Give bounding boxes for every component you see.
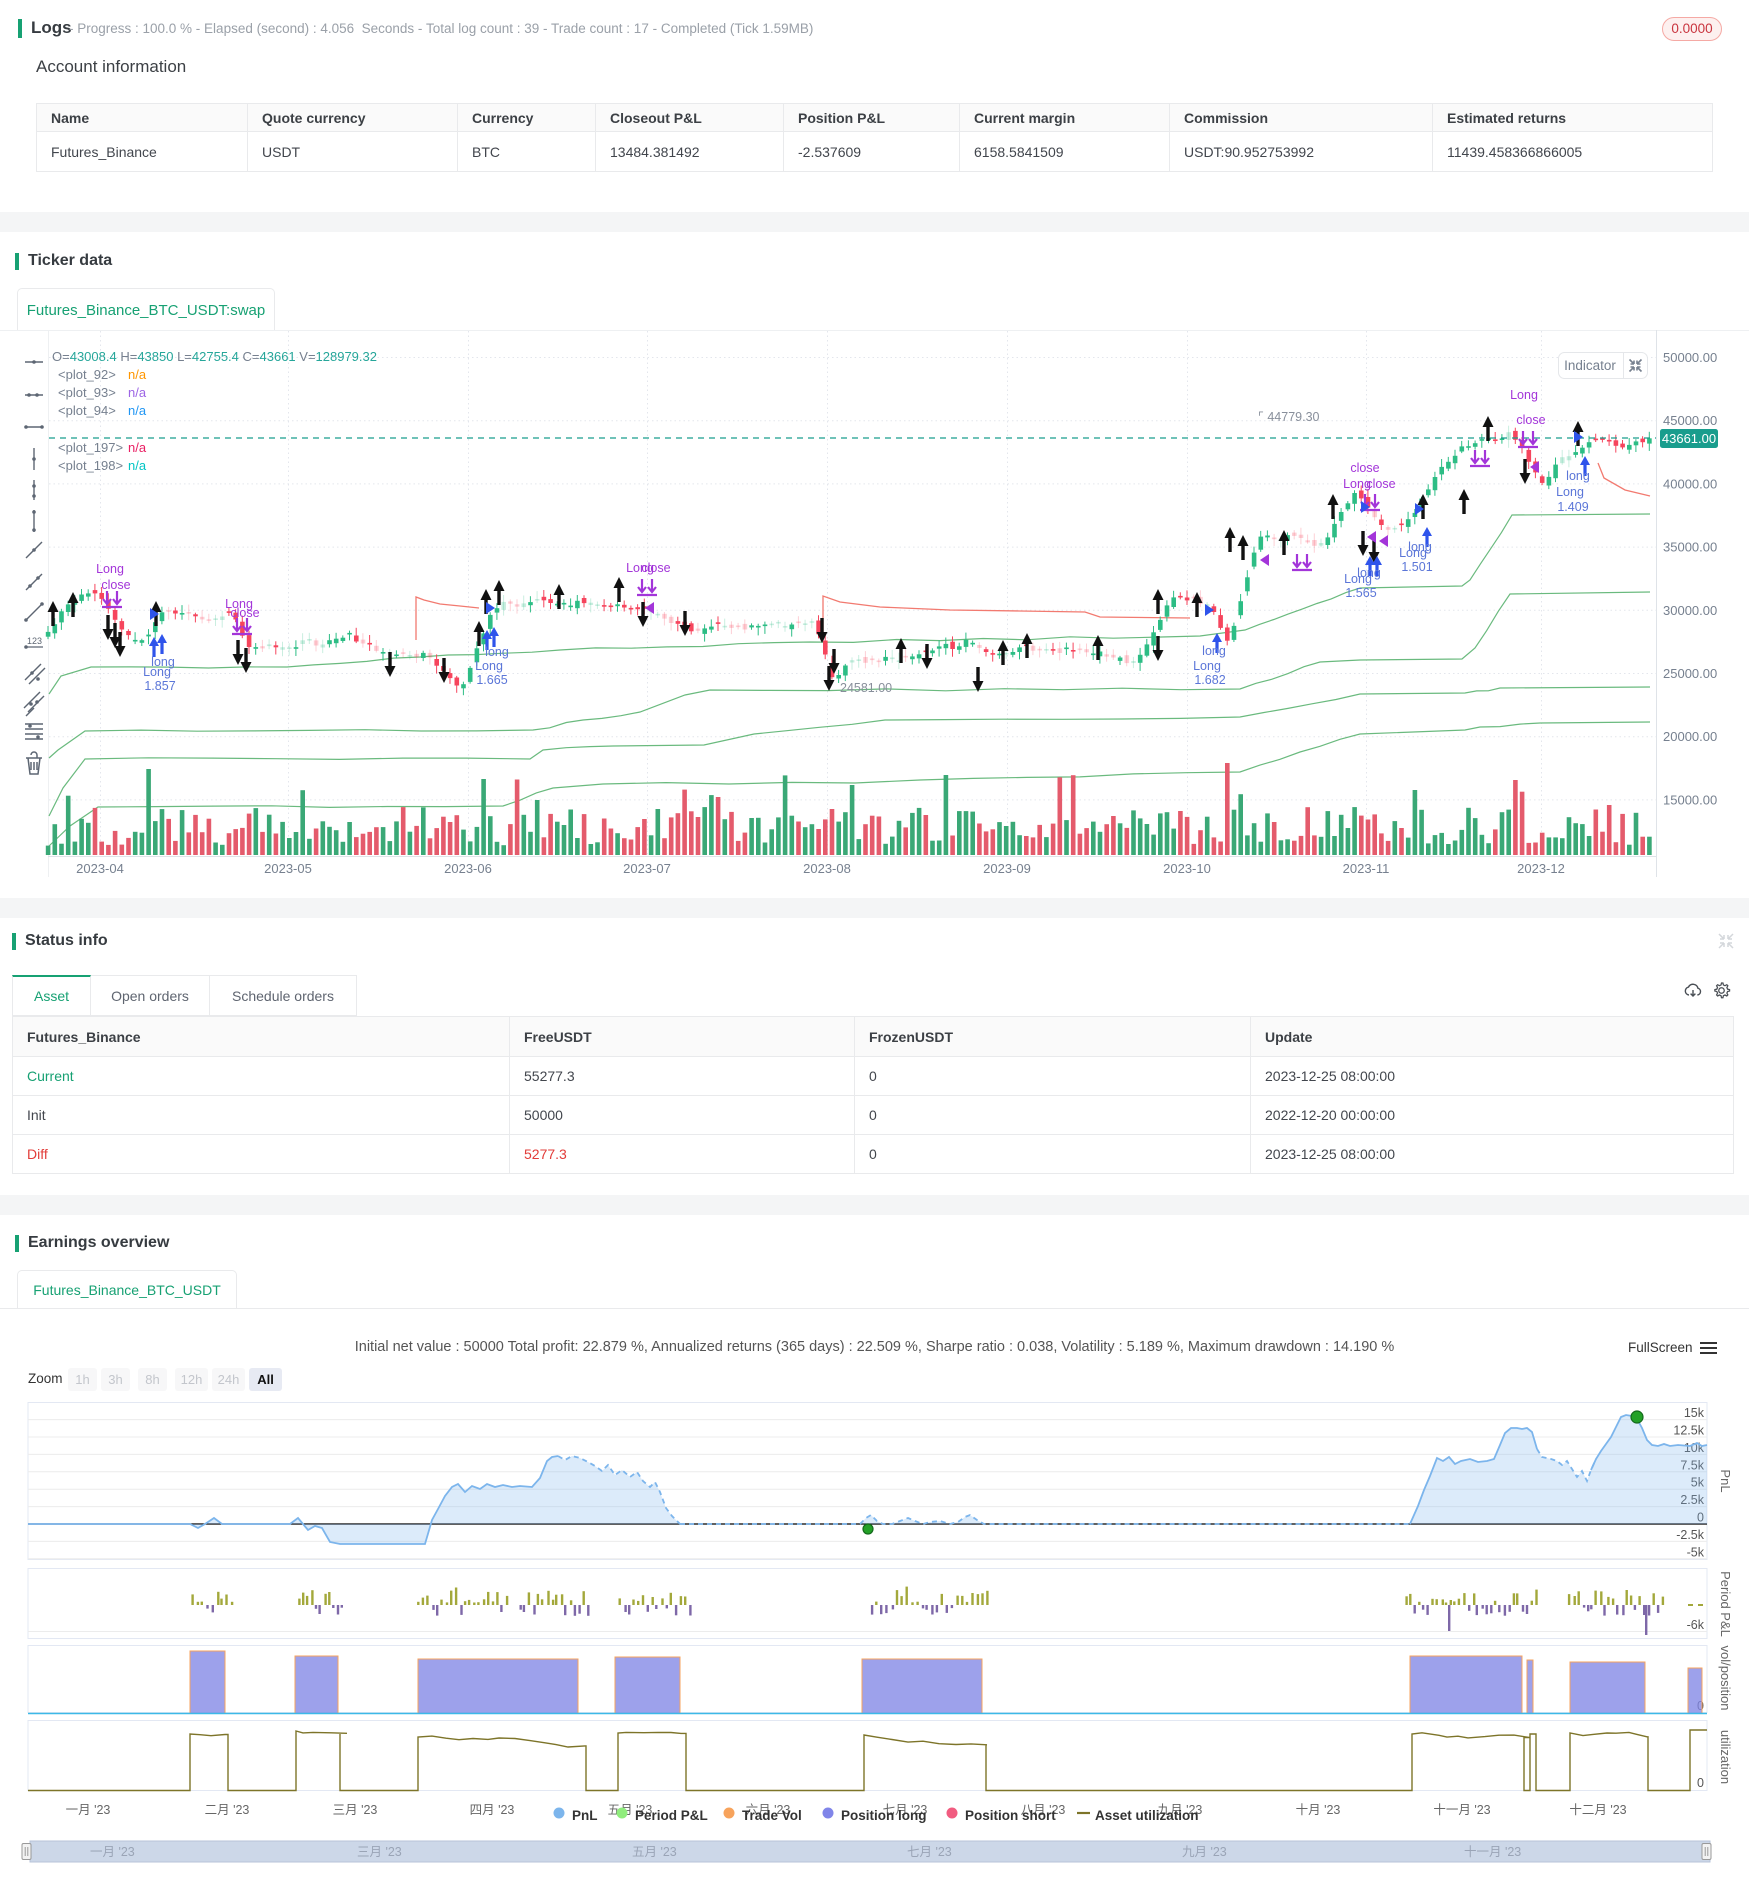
svg-text:Long: Long (1556, 485, 1584, 499)
svg-text:九月 '23: 九月 '23 (1158, 1803, 1203, 1817)
svg-text:<plot_92>: <plot_92> (58, 367, 116, 382)
svg-text:close: close (1366, 477, 1395, 491)
svg-text:2023-11: 2023-11 (1343, 861, 1390, 876)
svg-text:35000.00: 35000.00 (1663, 540, 1717, 555)
svg-text:2023-10: 2023-10 (1163, 861, 1211, 876)
svg-text:2023-12: 2023-12 (1517, 861, 1565, 876)
svg-text:2023-04: 2023-04 (76, 861, 124, 876)
svg-text:n/a: n/a (128, 458, 147, 473)
svg-text:vol/position: vol/position (1718, 1645, 1733, 1710)
svg-text:long: long (485, 645, 509, 659)
svg-text:Period P&L: Period P&L (1718, 1571, 1733, 1637)
svg-text:2.5k: 2.5k (1680, 1493, 1704, 1507)
svg-text:三月 '23: 三月 '23 (333, 1803, 378, 1817)
svg-text:2023-09: 2023-09 (983, 861, 1031, 876)
svg-text:close: close (230, 606, 259, 620)
svg-text:5k: 5k (1691, 1476, 1705, 1490)
svg-text:43661.00: 43661.00 (1662, 431, 1716, 446)
svg-text:PnL: PnL (1718, 1469, 1733, 1492)
svg-text:long: long (151, 655, 175, 669)
svg-text:五月 '23: 五月 '23 (632, 1845, 677, 1859)
svg-text:1.857: 1.857 (144, 679, 175, 693)
svg-text:25000.00: 25000.00 (1663, 666, 1717, 681)
svg-text:close: close (1350, 461, 1379, 475)
svg-text:Position long: Position long (841, 1808, 927, 1823)
svg-text:八月 '23: 八月 '23 (1021, 1803, 1066, 1817)
svg-text:四月 '23: 四月 '23 (470, 1803, 515, 1817)
svg-text:2023-07: 2023-07 (623, 861, 671, 876)
svg-text:24581.00: 24581.00 (840, 681, 892, 695)
svg-text:20000.00: 20000.00 (1663, 729, 1717, 744)
svg-text:三月 '23: 三月 '23 (357, 1845, 402, 1859)
svg-text:Long: Long (1343, 477, 1371, 491)
svg-text:15000.00: 15000.00 (1663, 792, 1717, 807)
svg-text:O=43008.4 H=43850 L=42755.4 C=: O=43008.4 H=43850 L=42755.4 C=43661 V=12… (52, 349, 377, 364)
svg-text:2023-06: 2023-06 (444, 861, 492, 876)
svg-text:<plot_93>: <plot_93> (58, 385, 116, 400)
svg-text:123: 123 (27, 636, 42, 646)
svg-text:n/a: n/a (128, 440, 147, 455)
svg-text:-6k: -6k (1687, 1618, 1705, 1632)
svg-text:Long: Long (143, 665, 171, 679)
svg-text:45000.00: 45000.00 (1663, 413, 1717, 428)
svg-text:一月 '23: 一月 '23 (90, 1845, 135, 1859)
svg-text:n/a: n/a (128, 403, 147, 418)
svg-text:Long: Long (1344, 572, 1372, 586)
svg-text:Long: Long (626, 561, 654, 575)
svg-text:0: 0 (1697, 1776, 1704, 1790)
svg-text:七月 '23: 七月 '23 (883, 1803, 928, 1817)
svg-text:30000.00: 30000.00 (1663, 603, 1717, 618)
svg-text:close: close (101, 578, 130, 592)
svg-text:十二月 '23: 十二月 '23 (1569, 1803, 1626, 1817)
svg-text:<plot_197>: <plot_197> (58, 440, 123, 455)
svg-text:Period P&L: Period P&L (635, 1808, 708, 1823)
svg-text:九月 '23: 九月 '23 (1182, 1845, 1227, 1859)
svg-text:close: close (1516, 413, 1545, 427)
svg-text:1.409: 1.409 (1557, 500, 1588, 514)
svg-text:Long: Long (225, 597, 253, 611)
svg-text:PnL: PnL (572, 1808, 598, 1823)
svg-text:十一月 '23: 十一月 '23 (1464, 1845, 1521, 1859)
svg-text:二月 '23: 二月 '23 (205, 1803, 250, 1817)
svg-text:<plot_198>: <plot_198> (58, 458, 123, 473)
svg-text:Position short: Position short (965, 1808, 1056, 1823)
svg-text:Long: Long (1193, 659, 1221, 673)
svg-text:n/a: n/a (128, 385, 147, 400)
svg-text:7.5k: 7.5k (1680, 1458, 1704, 1472)
svg-text:七月 '23: 七月 '23 (907, 1845, 952, 1859)
svg-text:1.665: 1.665 (476, 673, 507, 687)
svg-text:Long: Long (96, 562, 124, 576)
svg-text:1.565: 1.565 (1345, 586, 1376, 600)
svg-text:1.501: 1.501 (1401, 560, 1432, 574)
svg-text:long: long (1566, 469, 1590, 483)
svg-text:0: 0 (1697, 1511, 1704, 1525)
svg-text:一月 '23: 一月 '23 (66, 1803, 111, 1817)
svg-text:n/a: n/a (128, 367, 147, 382)
svg-text:<plot_94>: <plot_94> (58, 403, 116, 418)
svg-text:Long: Long (1510, 388, 1538, 402)
svg-text:close: close (641, 561, 670, 575)
svg-text:2023-08: 2023-08 (803, 861, 851, 876)
svg-text:六月 '23: 六月 '23 (746, 1803, 791, 1817)
svg-text:Trade Vol: Trade Vol (742, 1808, 802, 1823)
svg-text:12.5k: 12.5k (1673, 1424, 1704, 1438)
svg-text:2023-05: 2023-05 (264, 861, 312, 876)
svg-text:Indicator: Indicator (1564, 358, 1616, 373)
svg-text:-2.5k: -2.5k (1676, 1528, 1705, 1542)
svg-text:utilization: utilization (1718, 1730, 1733, 1784)
svg-text:1.682: 1.682 (1194, 673, 1225, 687)
svg-text:long: long (1408, 540, 1432, 554)
svg-text:⌜ 44779.30: ⌜ 44779.30 (1258, 410, 1320, 424)
svg-text:十月 '23: 十月 '23 (1296, 1803, 1341, 1817)
svg-text:40000.00: 40000.00 (1663, 476, 1717, 491)
svg-text:Long: Long (1399, 546, 1427, 560)
svg-text:十一月 '23: 十一月 '23 (1433, 1803, 1490, 1817)
svg-text:15k: 15k (1684, 1406, 1705, 1420)
svg-text:-5k: -5k (1687, 1545, 1705, 1559)
svg-text:Asset utilization: Asset utilization (1095, 1808, 1199, 1823)
svg-text:long: long (1202, 644, 1226, 658)
svg-text:long: long (1357, 566, 1381, 580)
svg-text:Long: Long (475, 659, 503, 673)
svg-text:50000.00: 50000.00 (1663, 350, 1717, 365)
